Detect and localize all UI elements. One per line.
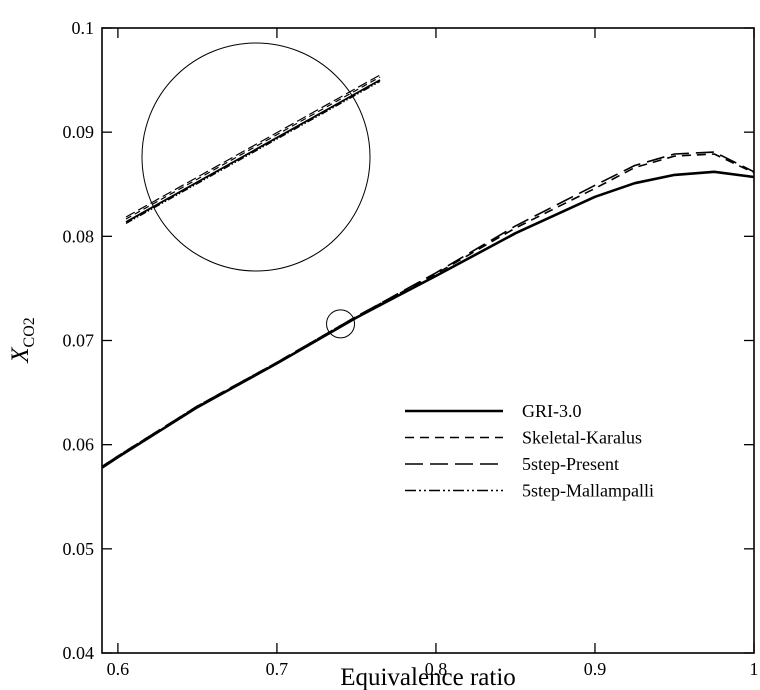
legend-label: GRI-3.0: [522, 401, 582, 421]
zoom-marker-circle: [326, 309, 356, 339]
x-tick-label: 0.8: [425, 659, 448, 679]
x-tick-label: 0.7: [266, 659, 289, 679]
legend-label: 5step-Mallampalli: [522, 481, 654, 501]
y-axis-label-subscript: CO2: [21, 317, 38, 347]
y-tick-label: 0.05: [63, 539, 95, 559]
zoom-lens-circle: [141, 42, 371, 272]
series-line-5step-present: [101, 151, 755, 468]
y-tick-label: 0.04: [63, 643, 95, 663]
zoom-line-gri: [125, 79, 381, 223]
series-line-skeletal-karalus: [101, 153, 755, 468]
y-tick-label: 0.08: [63, 226, 95, 246]
y-tick-label: 0.1: [72, 18, 95, 38]
plot-frame: [101, 27, 755, 654]
y-axis-label-main: X: [7, 346, 34, 364]
zoom-line-5step-present: [125, 74, 381, 218]
axes-group: 0.6 0.7 0.8 0.9 1 0.04 0.05 0.06 0.07 0.08 0.09 0.1: [63, 18, 759, 679]
x-axis-label: Equivalence ratio: [340, 664, 516, 690]
y-tick-label: 0.06: [63, 435, 95, 455]
zoom-inset: [125, 42, 381, 339]
series-line-gri-3-0: [101, 170, 755, 469]
zoom-line-5step-mallampalli: [125, 80, 381, 225]
y-tick-label: 0.09: [63, 122, 95, 142]
x-tick-label: 1: [750, 659, 759, 679]
series-group: [101, 151, 755, 469]
y-axis-label: XCO2: [7, 317, 38, 364]
y-tick-label: 0.07: [63, 331, 95, 351]
series-line-5step-mallampalli: [101, 171, 755, 469]
x-tick-label: 0.6: [107, 659, 130, 679]
legend-label: 5step-Present: [522, 454, 619, 474]
legend: GRI-3.0 Skeletal-Karalus 5step-Present 5ste…: [405, 401, 654, 501]
zoom-line-skeletal: [125, 76, 381, 220]
legend-label: Skeletal-Karalus: [522, 428, 642, 448]
x-tick-label: 0.9: [584, 659, 607, 679]
